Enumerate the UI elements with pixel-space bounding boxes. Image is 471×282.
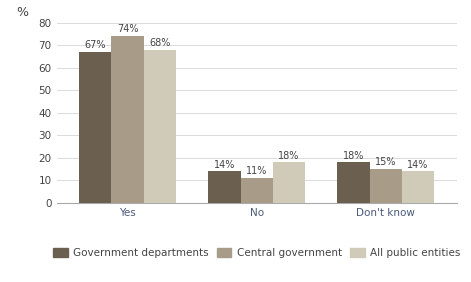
- Text: %: %: [16, 6, 28, 19]
- Bar: [402, 171, 434, 203]
- Text: 15%: 15%: [375, 157, 397, 168]
- Text: 18%: 18%: [278, 151, 300, 161]
- Text: 14%: 14%: [407, 160, 429, 170]
- Bar: [370, 169, 402, 203]
- Bar: [112, 36, 144, 203]
- Bar: [79, 52, 112, 203]
- Bar: [337, 162, 370, 203]
- Text: 68%: 68%: [149, 38, 171, 48]
- Text: 67%: 67%: [84, 40, 106, 50]
- Text: 18%: 18%: [343, 151, 364, 161]
- Legend: Government departments, Central government, All public entities: Government departments, Central governme…: [53, 248, 460, 258]
- Text: 74%: 74%: [117, 24, 138, 34]
- Bar: [273, 162, 305, 203]
- Text: 14%: 14%: [214, 160, 235, 170]
- Bar: [144, 50, 176, 203]
- Bar: [208, 171, 241, 203]
- Text: 11%: 11%: [246, 166, 268, 177]
- Bar: [241, 178, 273, 203]
